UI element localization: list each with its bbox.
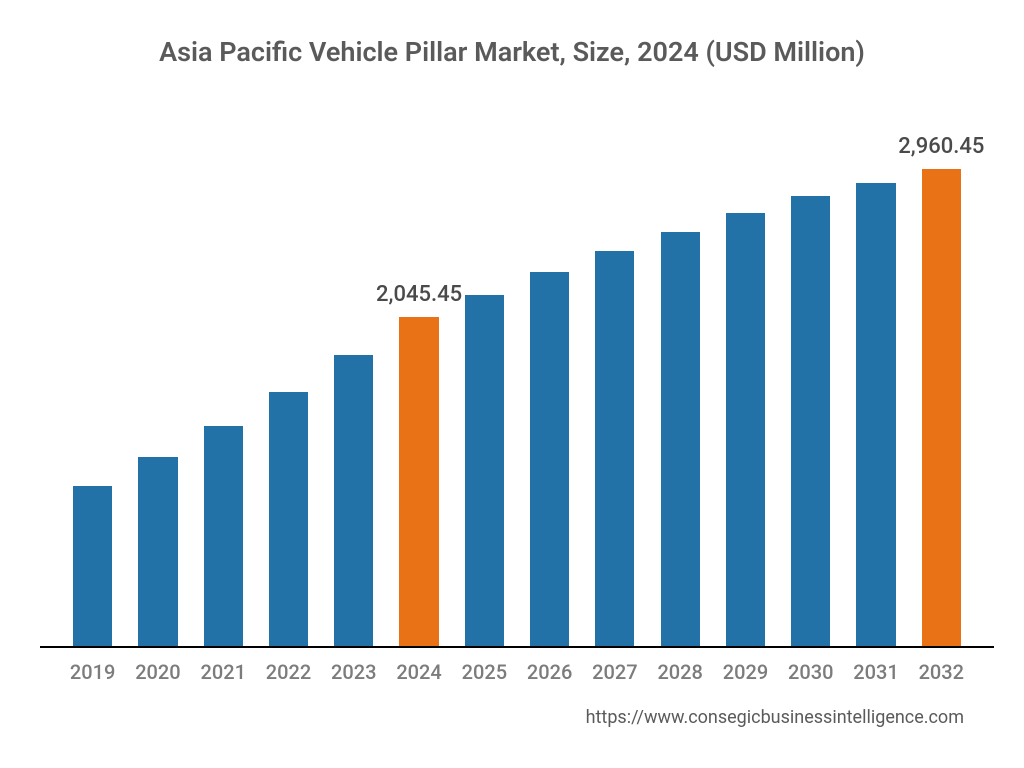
category-label: 2019 xyxy=(70,660,115,684)
x-axis-line xyxy=(40,646,994,648)
bar-slot: 2027 xyxy=(582,130,647,648)
category-label: 2025 xyxy=(462,660,507,684)
category-label: 2024 xyxy=(396,660,441,684)
bar xyxy=(334,355,373,648)
chart-title: Asia Pacific Vehicle Pillar Market, Size… xyxy=(0,0,1024,68)
bar xyxy=(726,213,765,648)
bar xyxy=(530,272,569,648)
bar-slot: 2023 xyxy=(321,130,386,648)
bar-slot: 2021 xyxy=(191,130,256,648)
bar xyxy=(269,392,308,648)
category-label: 2030 xyxy=(788,660,833,684)
bar xyxy=(922,169,961,648)
bar xyxy=(204,426,243,648)
bar-slot: 2028 xyxy=(648,130,713,648)
bar xyxy=(73,486,112,648)
bars-group: 201920202021202220232,045.45202420252026… xyxy=(60,130,974,648)
category-label: 2031 xyxy=(853,660,898,684)
category-label: 2022 xyxy=(266,660,311,684)
bar-slot: 2,960.452032 xyxy=(909,130,974,648)
category-label: 2020 xyxy=(135,660,180,684)
source-url: https://www.consegicbusinessintelligence… xyxy=(586,707,964,728)
bar-slot: 2030 xyxy=(778,130,843,648)
bar xyxy=(791,196,830,648)
bar-slot: 2025 xyxy=(452,130,517,648)
category-label: 2028 xyxy=(657,660,702,684)
bar xyxy=(856,183,895,648)
bar-slot: 2022 xyxy=(256,130,321,648)
chart-container: Asia Pacific Vehicle Pillar Market, Size… xyxy=(0,0,1024,768)
bar-value-label: 2,045.45 xyxy=(376,282,462,307)
category-label: 2026 xyxy=(527,660,572,684)
bar-slot: 2026 xyxy=(517,130,582,648)
bar-slot: 2031 xyxy=(843,130,908,648)
bar-slot: 2020 xyxy=(125,130,190,648)
category-label: 2027 xyxy=(592,660,637,684)
bar xyxy=(399,317,438,648)
bar-value-label: 2,960.45 xyxy=(898,134,984,159)
bar xyxy=(465,295,504,648)
bar xyxy=(138,457,177,648)
category-label: 2023 xyxy=(331,660,376,684)
category-label: 2032 xyxy=(919,660,964,684)
category-label: 2021 xyxy=(200,660,245,684)
bar xyxy=(595,251,634,648)
category-label: 2029 xyxy=(723,660,768,684)
bar-slot: 2029 xyxy=(713,130,778,648)
bar-slot: 2019 xyxy=(60,130,125,648)
bar-slot: 2,045.452024 xyxy=(386,130,451,648)
bar xyxy=(661,232,700,648)
plot-area: 201920202021202220232,045.45202420252026… xyxy=(60,130,974,648)
